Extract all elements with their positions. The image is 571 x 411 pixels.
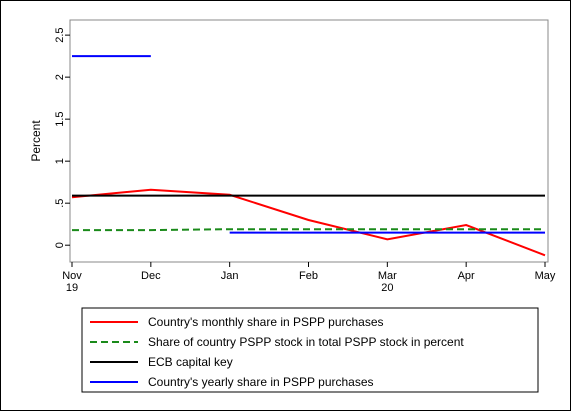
x-tick-label: Mar 20 [378, 270, 397, 294]
legend-label: ECB capital key [148, 355, 233, 369]
legend [81, 307, 539, 393]
y-tick-label: 1.5 [54, 112, 66, 127]
y-tick-label: 0 [54, 242, 66, 248]
series-line [72, 228, 545, 232]
x-tick-label: Feb [299, 270, 318, 282]
x-tick-label: May [535, 270, 556, 282]
series-line [71, 188, 546, 257]
x-tick-label: Nov 19 [62, 270, 82, 294]
legend-label: Country's monthly share in PSPP purchase… [148, 315, 384, 329]
x-tick-label: Dec [141, 270, 161, 282]
x-tick-label: Apr [458, 270, 475, 282]
legend-label: Share of country PSPP stock in total PSP… [148, 335, 464, 349]
y-tick-label: 2.5 [54, 27, 66, 42]
y-tick-label: 2 [54, 74, 66, 80]
legend-label: Country's yearly share in PSPP purchases [148, 375, 374, 389]
y-tick-label: .5 [54, 199, 66, 208]
y-tick-label: 1 [54, 158, 66, 164]
x-tick-label: Jan [221, 270, 239, 282]
y-axis-label: Percent [29, 120, 43, 162]
plot-area [69, 19, 549, 263]
